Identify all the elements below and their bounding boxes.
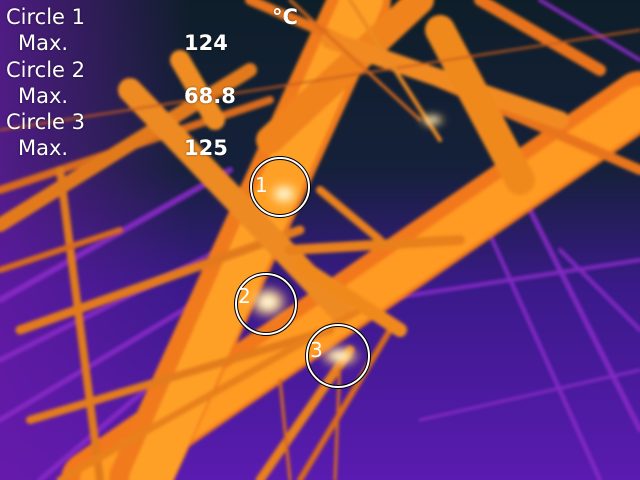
measurement-circle-3-label: 3 bbox=[310, 338, 323, 362]
measurement-circle-3[interactable]: 3 bbox=[305, 323, 371, 389]
temperature-unit: °C bbox=[272, 5, 298, 29]
circle-2-name: Circle 2 bbox=[6, 58, 86, 82]
measurement-circle-2-label: 2 bbox=[238, 284, 251, 308]
circle-3-stat: Max. bbox=[18, 136, 69, 160]
circle-1-name: Circle 1 bbox=[6, 5, 86, 29]
hot-spots bbox=[246, 113, 446, 368]
circle-3-name: Circle 3 bbox=[6, 110, 86, 134]
measurement-circle-2[interactable]: 2 bbox=[234, 272, 298, 336]
measurement-circle-1-label: 1 bbox=[255, 173, 268, 197]
measurement-circle-1[interactable]: 1 bbox=[249, 156, 311, 218]
circle-3-value: 125 bbox=[184, 136, 228, 160]
circle-1-value: 124 bbox=[184, 31, 228, 55]
circle-1-stat: Max. bbox=[18, 31, 69, 55]
circle-2-stat: Max. bbox=[18, 84, 69, 108]
circle-2-value: 68.8 bbox=[184, 84, 236, 108]
